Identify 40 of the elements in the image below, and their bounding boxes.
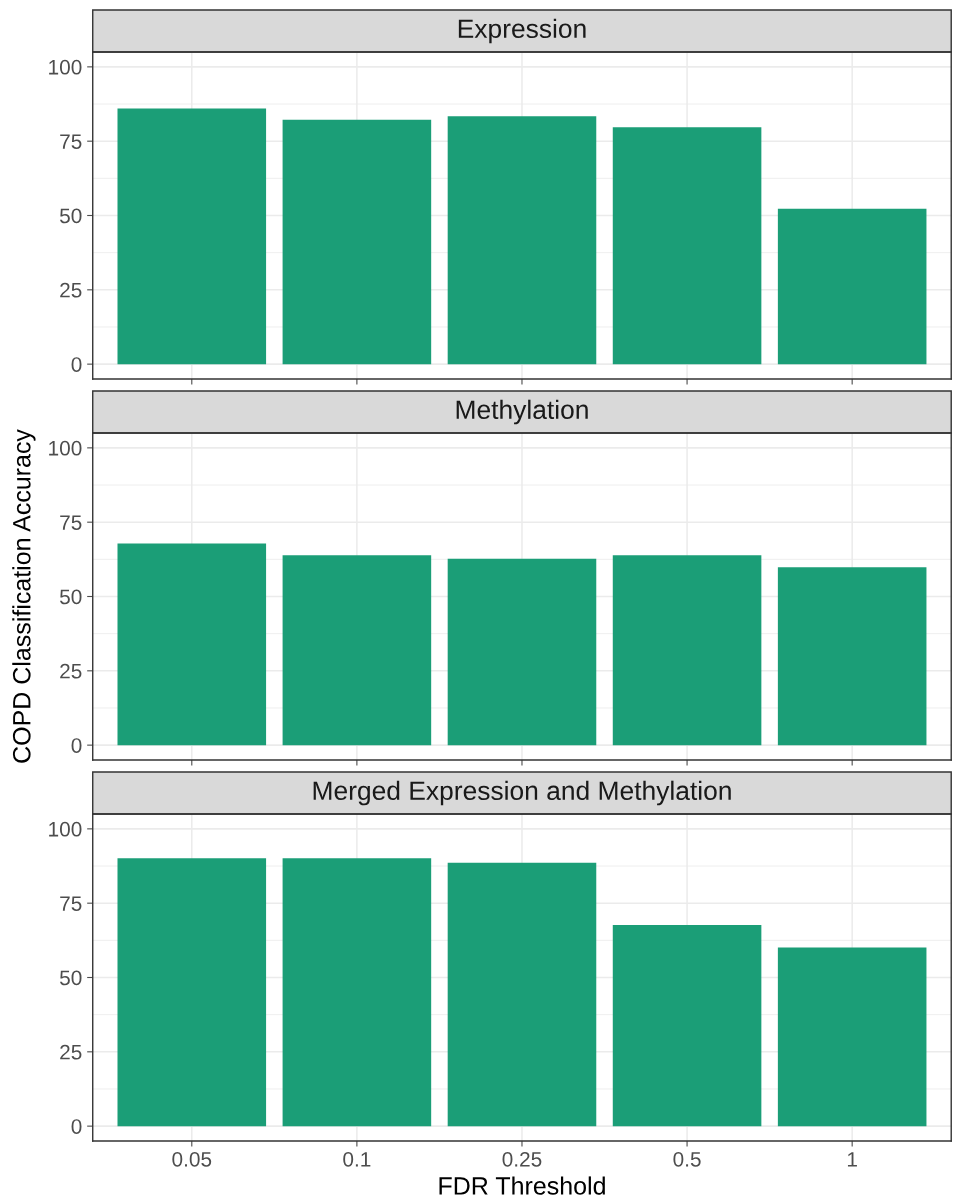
bar xyxy=(282,858,432,1127)
bar xyxy=(777,208,927,365)
y-tick-label: 0 xyxy=(71,1119,82,1134)
y-tick-label: 100 xyxy=(49,59,82,75)
y-tick-label: 50 xyxy=(59,970,82,986)
bar xyxy=(282,555,432,746)
bar xyxy=(447,862,597,1127)
bar xyxy=(612,127,762,365)
bar xyxy=(117,543,267,746)
y-tick-label: 75 xyxy=(60,896,82,911)
bar xyxy=(612,555,762,746)
x-axis-title: FDR Threshold xyxy=(439,1176,605,1195)
x-tick-label: 1 xyxy=(847,1152,857,1167)
y-axis-title: COPD Classification Accuracy xyxy=(12,429,36,763)
y-tick-label: 25 xyxy=(60,282,82,298)
y-tick-label: 25 xyxy=(60,663,82,679)
bar xyxy=(282,119,432,365)
y-tick-label: 75 xyxy=(60,134,82,149)
bar xyxy=(612,924,762,1127)
y-tick-label: 25 xyxy=(60,1044,82,1060)
bar xyxy=(447,116,597,365)
y-tick-label: 50 xyxy=(59,589,82,605)
x-tick-label: 0.1 xyxy=(343,1151,371,1167)
chart-title: Expression xyxy=(458,18,586,44)
x-tick-label: 0.05 xyxy=(172,1151,212,1167)
bar xyxy=(777,947,927,1127)
x-tick-label: 0.5 xyxy=(673,1151,701,1167)
bar xyxy=(777,567,927,746)
x-tick-label: 0.25 xyxy=(502,1151,542,1167)
y-tick-label: 75 xyxy=(60,515,82,530)
chart-title: Methylation xyxy=(456,399,588,425)
y-tick-label: 100 xyxy=(49,440,82,456)
bar xyxy=(117,858,267,1127)
y-tick-label: 50 xyxy=(59,208,82,224)
bar xyxy=(117,108,267,365)
bar xyxy=(447,558,597,746)
chart-title: Merged Expression and Methylation xyxy=(313,780,731,806)
y-tick-label: 0 xyxy=(71,357,82,372)
y-tick-label: 100 xyxy=(49,821,82,837)
y-tick-label: 0 xyxy=(71,738,82,753)
